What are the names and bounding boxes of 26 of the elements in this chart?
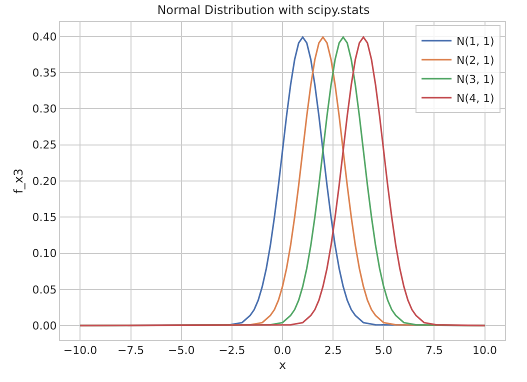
legend-label: N(1, 1) — [456, 34, 494, 48]
x-tick-label: 5.0 — [374, 344, 392, 358]
y-tick-label: 0.25 — [32, 138, 57, 152]
y-tick-label: 0.15 — [32, 210, 57, 224]
x-tick-label: −5.0 — [168, 344, 195, 358]
y-tick-label: 0.05 — [32, 283, 57, 296]
y-tick-label: 0.40 — [32, 30, 57, 44]
x-tick-label: −7.5 — [117, 344, 144, 358]
x-axis-title: x — [278, 358, 286, 372]
y-tick-label: 0.20 — [32, 174, 57, 188]
y-tick-label: 0.10 — [32, 247, 57, 260]
legend-label: N(3, 1) — [456, 72, 494, 86]
y-tick-label: 0.00 — [32, 319, 57, 332]
y-axis-title: f_x3 — [12, 168, 26, 194]
chart-title: Normal Distribution with scipy.stats — [157, 3, 370, 18]
x-tick-label: 7.5 — [425, 344, 443, 358]
x-tick-label: −10.0 — [63, 344, 98, 358]
legend-label: N(4, 1) — [456, 92, 494, 105]
x-tick-label: −2.5 — [218, 344, 246, 358]
y-tick-label: 0.35 — [32, 66, 57, 80]
line-series — [79, 36, 486, 326]
legend-label: N(2, 1) — [456, 54, 494, 67]
x-tick-label: 10.0 — [472, 344, 498, 358]
y-tick-label: 0.30 — [32, 102, 57, 116]
x-tick-label: 0.0 — [274, 344, 292, 358]
x-tick-label: 2.5 — [324, 344, 342, 358]
